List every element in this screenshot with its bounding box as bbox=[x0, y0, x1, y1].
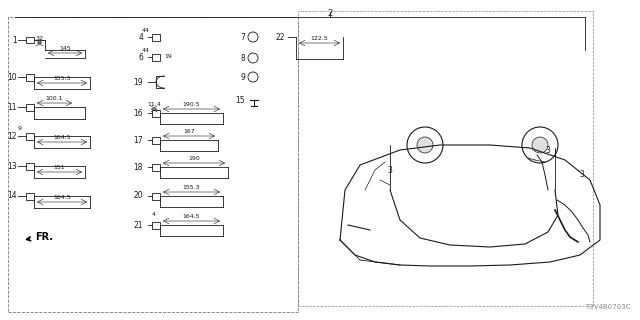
Text: 44: 44 bbox=[142, 28, 150, 33]
Bar bbox=[152, 137, 160, 143]
Circle shape bbox=[248, 72, 258, 82]
Text: 14: 14 bbox=[8, 191, 17, 201]
Circle shape bbox=[532, 137, 548, 153]
Bar bbox=[26, 132, 34, 140]
Text: 155.3: 155.3 bbox=[53, 76, 71, 81]
Text: 1: 1 bbox=[12, 36, 17, 44]
Text: 190.5: 190.5 bbox=[182, 102, 200, 107]
Bar bbox=[152, 109, 160, 116]
Text: 164.5: 164.5 bbox=[182, 214, 200, 219]
Bar bbox=[152, 34, 160, 41]
Text: 164.5: 164.5 bbox=[53, 135, 71, 140]
Text: 190: 190 bbox=[188, 156, 200, 161]
Text: 21: 21 bbox=[134, 220, 143, 229]
Bar bbox=[26, 37, 34, 43]
Text: 7: 7 bbox=[240, 33, 245, 42]
Text: 6: 6 bbox=[138, 52, 143, 61]
Text: 122.5: 122.5 bbox=[310, 36, 328, 41]
Text: 19: 19 bbox=[164, 53, 172, 59]
Text: 10: 10 bbox=[8, 73, 17, 82]
Text: 3: 3 bbox=[545, 146, 550, 155]
Text: 16: 16 bbox=[133, 108, 143, 117]
Text: 4: 4 bbox=[152, 212, 156, 217]
Text: 155.3: 155.3 bbox=[182, 185, 200, 190]
Text: FR.: FR. bbox=[27, 232, 53, 242]
Circle shape bbox=[522, 127, 558, 163]
Bar bbox=[152, 221, 160, 228]
Bar bbox=[152, 193, 160, 199]
Text: 11: 11 bbox=[8, 102, 17, 111]
Text: 100.1: 100.1 bbox=[45, 96, 63, 101]
Text: 164.5: 164.5 bbox=[53, 195, 71, 200]
Text: 8: 8 bbox=[240, 53, 245, 62]
Text: 9: 9 bbox=[18, 126, 22, 131]
Text: 15: 15 bbox=[236, 95, 245, 105]
Text: 17: 17 bbox=[133, 135, 143, 145]
Text: 3: 3 bbox=[580, 170, 584, 179]
Bar bbox=[26, 163, 34, 170]
Bar bbox=[298, 11, 593, 306]
Bar bbox=[26, 103, 34, 110]
Text: 18: 18 bbox=[134, 163, 143, 172]
Text: 12: 12 bbox=[8, 132, 17, 140]
Text: 151: 151 bbox=[53, 165, 65, 170]
Circle shape bbox=[248, 32, 258, 42]
Circle shape bbox=[407, 127, 443, 163]
Bar bbox=[152, 53, 160, 60]
Bar bbox=[8, 17, 298, 312]
Text: 11.4: 11.4 bbox=[147, 102, 161, 107]
Text: 167: 167 bbox=[183, 129, 195, 134]
Bar bbox=[26, 74, 34, 81]
Text: 44: 44 bbox=[142, 48, 150, 53]
Text: 32: 32 bbox=[35, 36, 44, 41]
Text: 13: 13 bbox=[8, 162, 17, 171]
Text: 145: 145 bbox=[59, 46, 71, 51]
Circle shape bbox=[417, 137, 433, 153]
Bar bbox=[152, 164, 160, 171]
Text: 22: 22 bbox=[275, 33, 285, 42]
Text: 4: 4 bbox=[138, 33, 143, 42]
Text: 3: 3 bbox=[388, 165, 392, 174]
Text: 2: 2 bbox=[328, 9, 333, 18]
Text: 19: 19 bbox=[133, 77, 143, 86]
Text: T3V4B0703C: T3V4B0703C bbox=[584, 304, 630, 310]
Circle shape bbox=[248, 53, 258, 63]
Bar bbox=[26, 193, 34, 199]
Text: 20: 20 bbox=[133, 191, 143, 201]
Text: 9: 9 bbox=[240, 73, 245, 82]
